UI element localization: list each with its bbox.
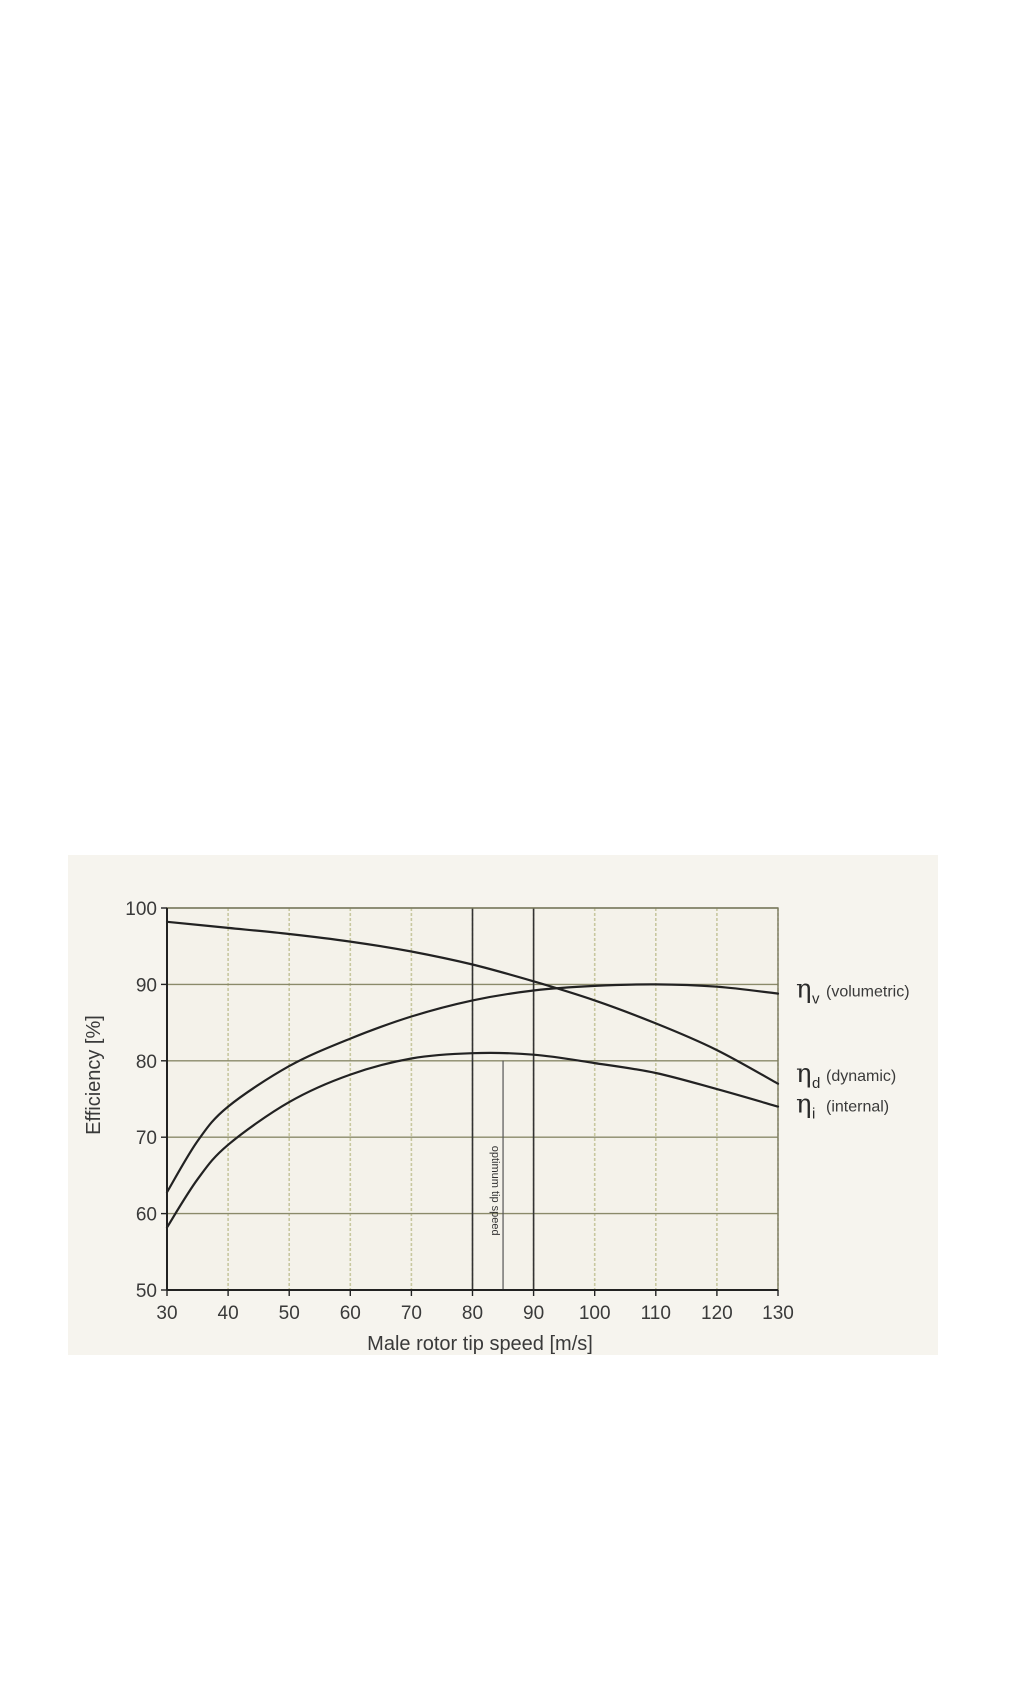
curve-label-symbol: η bbox=[796, 1089, 812, 1119]
x-axis-title: Male rotor tip speed [m/s] bbox=[367, 1333, 593, 1355]
x-tick-label-5: 80 bbox=[462, 1303, 483, 1324]
series-line-i bbox=[165, 1051, 780, 1229]
curve-label-subscript: v bbox=[812, 991, 820, 1008]
series-line-d bbox=[165, 983, 780, 1194]
optimum-tip-speed-band: optimum tip speed bbox=[489, 1060, 504, 1290]
y-tick-label-3: 80 bbox=[136, 1052, 157, 1073]
x-tick-label-10: 130 bbox=[762, 1303, 794, 1324]
optimum-tip-speed-label: optimum tip speed bbox=[489, 1146, 501, 1236]
curve-label-description: (dynamic) bbox=[826, 1068, 896, 1085]
x-tick-label-3: 60 bbox=[340, 1303, 361, 1324]
y-tick-label-5: 100 bbox=[125, 899, 157, 920]
y-tick-label-0: 50 bbox=[136, 1281, 157, 1302]
y-tick-label-4: 90 bbox=[136, 975, 157, 996]
x-tick-labels: 30 40 50 60 70 80 90 100 110 120 130 bbox=[156, 1290, 794, 1324]
curve-label-v: η v (volumetric) bbox=[796, 975, 910, 1008]
x-tick-label-1: 40 bbox=[218, 1303, 239, 1324]
y-tick-labels: 50 60 70 80 90 100 bbox=[125, 899, 167, 1302]
x-tick-label-7: 100 bbox=[579, 1303, 611, 1324]
series-line-v bbox=[165, 920, 780, 1085]
y-tick-label-2: 70 bbox=[136, 1128, 157, 1149]
curve-label-symbol: η bbox=[796, 1059, 812, 1089]
x-tick-label-8: 110 bbox=[641, 1303, 671, 1324]
x-tick-label-0: 30 bbox=[156, 1303, 177, 1324]
x-tick-label-2: 50 bbox=[279, 1303, 300, 1324]
curve-label-subscript: i bbox=[812, 1105, 815, 1122]
x-tick-label-6: 90 bbox=[523, 1303, 544, 1324]
curve-label-d: η d (dynamic) bbox=[796, 1059, 896, 1092]
curve-label-description: (internal) bbox=[826, 1098, 889, 1115]
series-curves bbox=[165, 920, 780, 1229]
y-axis-title: Efficiency [%] bbox=[83, 1015, 105, 1135]
curve-label-subscript: d bbox=[812, 1075, 820, 1092]
curve-labels: η v (volumetric)η d (dynamic)η i (internal) bbox=[796, 975, 910, 1123]
x-tick-label-4: 70 bbox=[401, 1303, 422, 1324]
y-tick-label-1: 60 bbox=[136, 1205, 157, 1226]
curve-label-symbol: η bbox=[796, 975, 812, 1005]
curve-label-description: (volumetric) bbox=[826, 984, 910, 1001]
curve-label-i: η i (internal) bbox=[796, 1089, 889, 1122]
x-tick-label-9: 120 bbox=[701, 1303, 733, 1324]
